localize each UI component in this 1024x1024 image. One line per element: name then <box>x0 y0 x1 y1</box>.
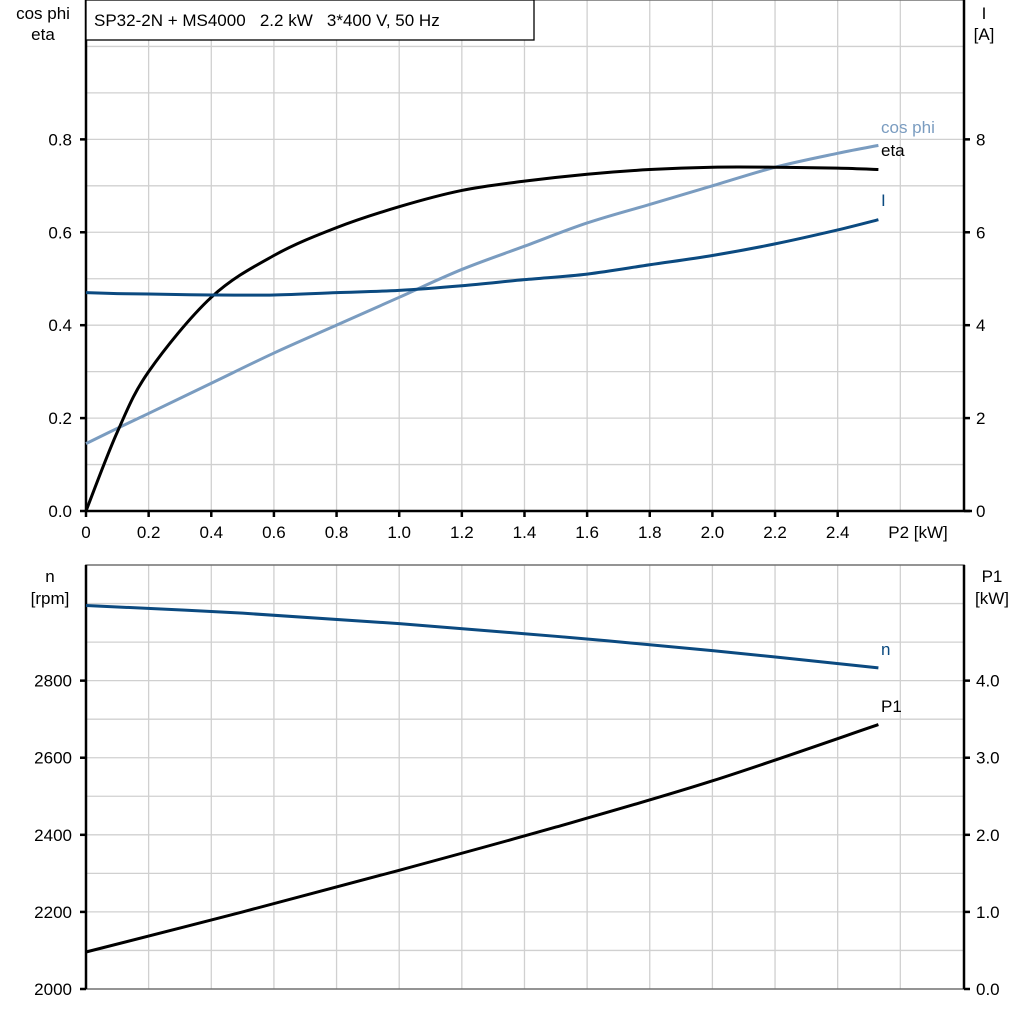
y-tick-label-left: 0.6 <box>48 223 72 242</box>
y-tick-label-left: 0.2 <box>48 409 72 428</box>
x-tick-label: 0.4 <box>199 523 223 542</box>
y-tick-label-left: 0.4 <box>48 316 72 335</box>
x-tick-label: 1.8 <box>638 523 662 542</box>
series-line-cos-phi <box>85 143 879 445</box>
x-tick-label: 0.8 <box>325 523 349 542</box>
series-label-cos-phi: cos phi <box>881 118 935 137</box>
series-label-p1: P1 <box>881 697 902 716</box>
y-tick-label-left: 0.8 <box>48 130 72 149</box>
title-box <box>85 0 535 41</box>
top-grid <box>80 0 972 517</box>
bottom-curves <box>85 603 879 954</box>
y-tick-label-right: 8 <box>976 130 985 149</box>
bottom-right-axis-label-2: [kW] <box>975 589 1009 608</box>
y-tick-label-left: 0.0 <box>48 502 72 521</box>
top-left-axis-label-2: eta <box>31 25 55 44</box>
top-curves <box>84 143 879 512</box>
x-tick-label: 0.2 <box>137 523 161 542</box>
y-tick-label-right: 2 <box>976 409 985 428</box>
y-tick-label-right: 0 <box>976 502 985 521</box>
tick-labels: 0.0 0.2 0.4 0.6 0.8 0 2 4 6 8 0 0.2 0.4 0.6 0.8 1.0 1.2 1… <box>34 130 999 999</box>
y-tick-label-left: 2200 <box>34 903 72 922</box>
x-tick-label: 0.6 <box>262 523 286 542</box>
bottom-left-axis-label-2: [rpm] <box>31 589 70 608</box>
y-tick-label-right: 1.0 <box>976 903 1000 922</box>
series-line-p1 <box>85 723 879 954</box>
x-tick-label: 2.0 <box>701 523 725 542</box>
y-tick-label-right: 6 <box>976 223 985 242</box>
top-right-axis-label-2: [A] <box>974 25 995 44</box>
y-tick-label-left: 2000 <box>34 980 72 999</box>
series-line-i <box>85 218 879 297</box>
x-tick-label: 1.2 <box>450 523 474 542</box>
series-label-eta: eta <box>881 141 905 160</box>
y-tick-label-left: 2400 <box>34 826 72 845</box>
x-tick-label: 1.4 <box>513 523 537 542</box>
series-line-eta <box>84 165 879 512</box>
chart-title: SP32-2N + MS4000 2.2 kW 3*400 V, 50 Hz <box>94 11 440 30</box>
x-tick-label: 1.6 <box>575 523 599 542</box>
series-line-n <box>85 603 879 670</box>
y-tick-label-right: 4 <box>976 316 985 335</box>
x-tick-label: 1.0 <box>387 523 411 542</box>
x-tick-label: 2.2 <box>763 523 787 542</box>
x-axis-label: P2 [kW] <box>888 523 948 542</box>
x-tick-label: 0 <box>81 523 90 542</box>
y-tick-label-left: 2800 <box>34 672 72 691</box>
top-left-axis-label-1: cos phi <box>16 4 70 23</box>
y-tick-label-right: 0.0 <box>976 980 1000 999</box>
y-tick-label-right: 2.0 <box>976 826 1000 845</box>
y-tick-label-right: 4.0 <box>976 672 1000 691</box>
series-label-n: n <box>881 640 890 659</box>
bottom-right-axis-label-1: P1 <box>982 567 1003 586</box>
y-tick-label-right: 3.0 <box>976 749 1000 768</box>
y-tick-label-left: 2600 <box>34 749 72 768</box>
top-right-axis-label-1: I <box>982 4 987 23</box>
x-tick-label: 2.4 <box>826 523 850 542</box>
bottom-grid <box>80 564 970 991</box>
series-label-i: I <box>881 191 886 210</box>
bottom-left-axis-label-1: n <box>45 567 54 586</box>
